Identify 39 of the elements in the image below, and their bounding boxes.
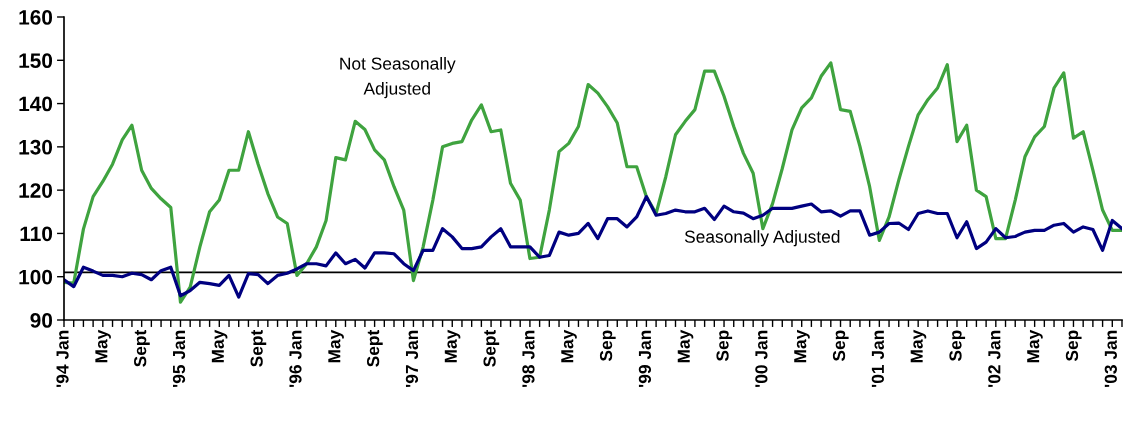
x-tick-label: '00 Jan — [755, 330, 768, 387]
x-tick-label: Sept — [366, 329, 383, 367]
line-series — [64, 195, 1122, 299]
x-tick-label: May — [95, 329, 111, 363]
series-label: Not Seasonally Adjusted — [340, 57, 456, 99]
x-tick-label: Sept — [250, 329, 267, 367]
x-tick-label: '03 Jan — [1104, 330, 1117, 387]
y-tick-label: 100 — [19, 269, 53, 285]
x-tick-label: Sep — [599, 330, 616, 362]
x-tick-label: '98 Jan — [522, 330, 535, 387]
x-tick-label: '95 Jan — [172, 330, 186, 387]
x-tick-label: Sept — [134, 329, 150, 367]
x-tick-label: '99 Jan — [638, 330, 652, 387]
y-tick-label: 110 — [20, 226, 53, 242]
x-tick-label: Sep — [716, 330, 733, 362]
x-tick-label: Sep — [1065, 330, 1082, 362]
y-tick-label: 160 — [19, 10, 53, 25]
x-tick-label: Sept — [483, 329, 500, 367]
x-tick-label: '94 Jan — [56, 330, 69, 387]
x-tick-label: May — [677, 329, 694, 363]
x-tick-label: '02 Jan — [988, 330, 1001, 387]
x-tick-label: May — [561, 329, 577, 363]
x-tick-label: May — [794, 329, 810, 363]
x-tick-label: May — [910, 329, 927, 363]
y-tick-label: 120 — [19, 183, 53, 198]
x-tick-label: May — [328, 329, 344, 363]
y-tick-label: 90 — [30, 313, 53, 328]
y-tick-label: 150 — [19, 53, 53, 69]
x-tick-label: '97 Jan — [405, 330, 419, 387]
y-tick-label: 140 — [19, 96, 53, 112]
x-tick-label: May — [211, 329, 228, 363]
x-tick-label: Sep — [949, 330, 966, 362]
x-tick-label: May — [1027, 329, 1043, 363]
x-tick-label: '96 Jan — [289, 330, 302, 387]
x-tick-label: '01 Jan — [871, 330, 884, 387]
x-tick-label: Sep — [832, 330, 849, 362]
x-tick-label: May — [444, 329, 461, 363]
y-tick-label: 130 — [19, 139, 53, 155]
series-label: Seasonally Adjusted — [684, 230, 840, 247]
